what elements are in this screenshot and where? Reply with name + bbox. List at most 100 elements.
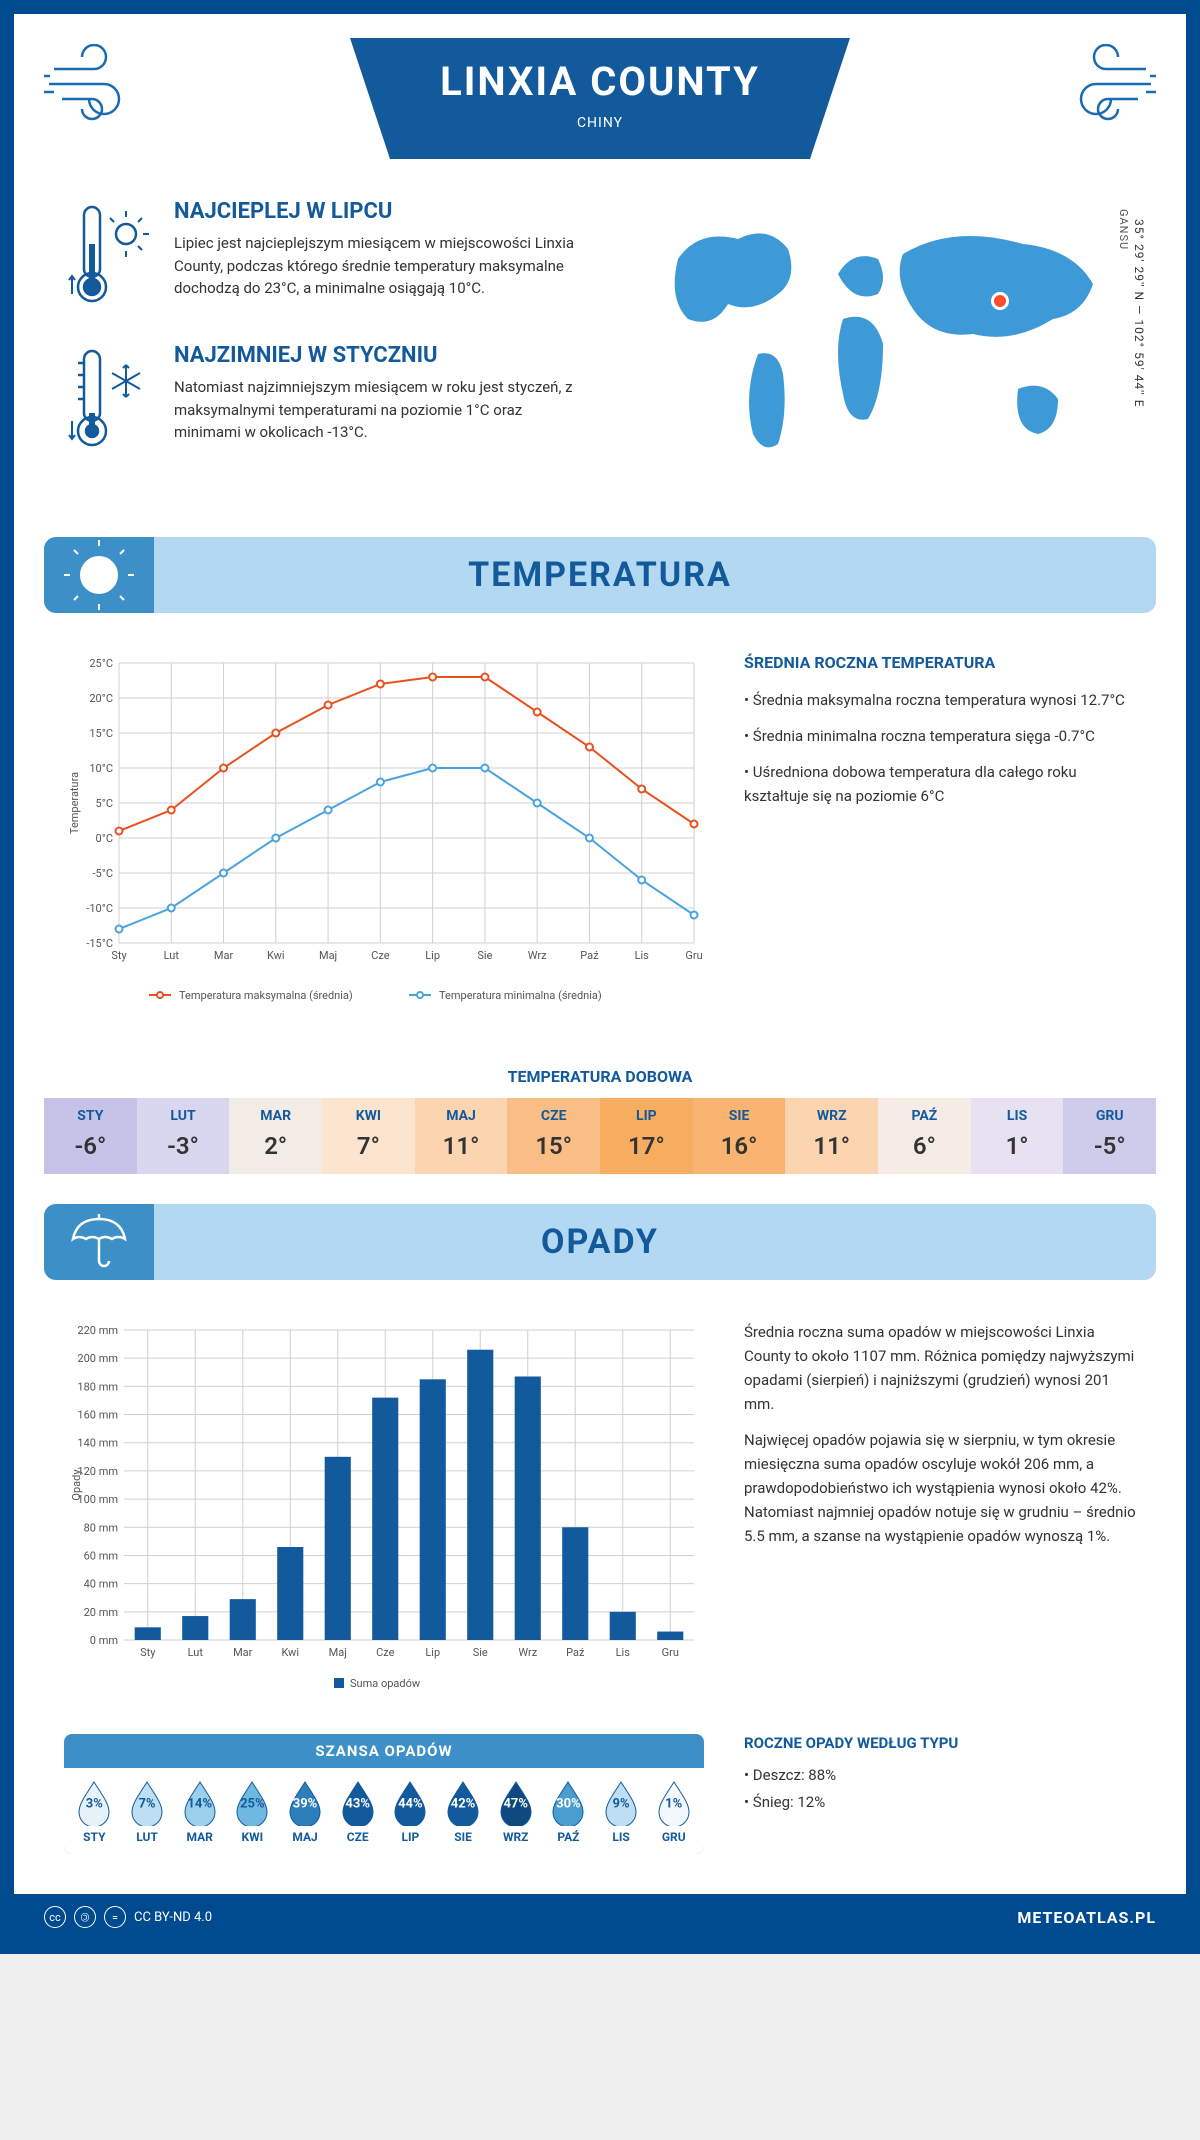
chance-month: STY <box>68 1830 121 1844</box>
cc-icon: cc <box>44 1906 66 1928</box>
by-icon: 🄯 <box>74 1906 96 1928</box>
title-banner: LINXIA COUNTY CHINY <box>350 38 850 159</box>
temp-bullet: Średnia maksymalna roczna temperatura wy… <box>744 688 1136 712</box>
chance-pct: 14% <box>187 1797 212 1812</box>
chance-month: WRZ <box>489 1830 542 1844</box>
svg-text:Sie: Sie <box>473 1646 488 1659</box>
svg-text:Lip: Lip <box>425 949 440 962</box>
coordinates-label: 35° 29' 29'' N — 102° 59' 44'' E <box>1132 219 1146 408</box>
chance-pct: 3% <box>86 1797 103 1812</box>
daily-value: -3° <box>137 1132 230 1160</box>
temperature-summary: ŚREDNIA ROCZNA TEMPERATURA Średnia maksy… <box>744 653 1136 1017</box>
temp-bullet: Uśredniona dobowa temperatura dla całego… <box>744 760 1136 808</box>
svg-text:20 mm: 20 mm <box>84 1606 118 1619</box>
map-block: GANSU 35° 29' 29'' N — 102° 59' 44'' E <box>620 199 1136 487</box>
precipitation-chart: 0 mm20 mm40 mm60 mm80 mm100 mm120 mm140 … <box>64 1320 704 1704</box>
svg-text:Lis: Lis <box>635 949 650 962</box>
svg-text:-5°C: -5°C <box>93 867 114 880</box>
daily-value: 17° <box>600 1132 693 1160</box>
svg-text:Wrz: Wrz <box>518 1646 537 1659</box>
svg-text:Temperatura: Temperatura <box>68 772 81 834</box>
temperature-section-header: TEMPERATURA <box>44 537 1156 613</box>
daily-value: 15° <box>507 1132 600 1160</box>
daily-month: PAŹ <box>878 1108 971 1124</box>
daily-value: 7° <box>322 1132 415 1160</box>
temp-bullet: Średnia minimalna roczna temperatura się… <box>744 724 1136 748</box>
chance-cell: 42% SIE <box>437 1778 490 1844</box>
svg-text:Wrz: Wrz <box>528 949 547 962</box>
daily-month: LIS <box>971 1108 1064 1124</box>
precipitation-title: OPADY <box>74 1222 1126 1262</box>
daily-month: SIE <box>693 1108 786 1124</box>
precipitation-summary: Średnia roczna suma opadów w miejscowośc… <box>744 1320 1136 1704</box>
svg-text:Mar: Mar <box>214 949 234 962</box>
svg-text:40 mm: 40 mm <box>84 1578 118 1591</box>
svg-text:120 mm: 120 mm <box>77 1465 118 1478</box>
daily-temp-cell: LUT -3° <box>137 1098 230 1174</box>
raindrop-icon: 30% <box>549 1778 587 1826</box>
daily-month: GRU <box>1063 1108 1156 1124</box>
footer-license: cc 🄯 = CC BY-ND 4.0 <box>44 1906 212 1928</box>
svg-text:Maj: Maj <box>329 1646 347 1659</box>
temperature-title: TEMPERATURA <box>74 555 1126 595</box>
svg-text:Suma opadów: Suma opadów <box>350 1677 421 1690</box>
svg-text:Cze: Cze <box>371 949 390 962</box>
chance-cell: 47% WRZ <box>489 1778 542 1844</box>
chance-month: CZE <box>331 1830 384 1844</box>
chance-pct: 9% <box>613 1797 630 1812</box>
svg-text:Paź: Paź <box>566 1646 585 1659</box>
daily-temp-cell: MAR 2° <box>229 1098 322 1174</box>
svg-text:60 mm: 60 mm <box>84 1549 118 1562</box>
daily-temp-cell: MAJ11° <box>415 1098 508 1174</box>
header: LINXIA COUNTY CHINY <box>14 14 1186 159</box>
daily-month: MAR <box>229 1108 322 1124</box>
wind-swirl-icon <box>1036 44 1156 128</box>
svg-text:-15°C: -15°C <box>86 937 113 950</box>
umbrella-icon <box>44 1204 154 1280</box>
daily-temp-cell: SIE16° <box>693 1098 786 1174</box>
raindrop-icon: 39% <box>286 1778 324 1826</box>
daily-value: 2° <box>229 1132 322 1160</box>
daily-temp-cell: GRU-5° <box>1063 1098 1156 1174</box>
chance-month: KWI <box>226 1830 279 1844</box>
daily-value: 6° <box>878 1132 971 1160</box>
chance-cell: 43% CZE <box>331 1778 384 1844</box>
sun-icon <box>44 537 154 613</box>
daily-temp-title: TEMPERATURA DOBOWA <box>14 1067 1186 1086</box>
raindrop-icon: 9% <box>602 1778 640 1826</box>
site-name: METEOATLAS.PL <box>1017 1908 1156 1927</box>
svg-text:80 mm: 80 mm <box>84 1521 118 1534</box>
thermometer-snow-icon <box>64 343 154 457</box>
daily-month: KWI <box>322 1108 415 1124</box>
svg-text:Lut: Lut <box>188 1646 204 1659</box>
chance-cell: 44% LIP <box>384 1778 437 1844</box>
svg-text:10°C: 10°C <box>89 762 113 775</box>
svg-text:180 mm: 180 mm <box>77 1380 118 1393</box>
svg-text:Lis: Lis <box>616 1646 631 1659</box>
warmest-text: NAJCIEPLEJ W LIPCU Lipiec jest najcieple… <box>174 199 580 313</box>
svg-text:0 mm: 0 mm <box>90 1634 118 1647</box>
warmest-block: NAJCIEPLEJ W LIPCU Lipiec jest najcieple… <box>64 199 580 313</box>
precip-type-item: Deszcz: 88% <box>744 1762 1136 1789</box>
coldest-text: NAJZIMNIEJ W STYCZNIU Natomiast najzimni… <box>174 343 580 457</box>
intro-section: NAJCIEPLEJ W LIPCU Lipiec jest najcieple… <box>14 159 1186 517</box>
chance-pct: 42% <box>451 1797 476 1812</box>
daily-value: 11° <box>415 1132 508 1160</box>
chance-cell: 9% LIS <box>595 1778 648 1844</box>
chance-pct: 47% <box>503 1797 528 1812</box>
raindrop-icon: 3% <box>75 1778 113 1826</box>
precip-by-type: ROCZNE OPADY WEDŁUG TYPU Deszcz: 88%Śnie… <box>744 1734 1136 1816</box>
daily-month: LUT <box>137 1108 230 1124</box>
daily-temp-cell: CZE15° <box>507 1098 600 1174</box>
svg-text:Temperatura maksymalna (średni: Temperatura maksymalna (średnia) <box>179 989 353 1002</box>
chance-pct: 1% <box>665 1797 682 1812</box>
daily-temp-strip: STY-6°LUT-3°MAR2°KWI7°MAJ11°CZE15°LIP17°… <box>44 1098 1156 1174</box>
coldest-title: NAJZIMNIEJ W STYCZNIU <box>174 343 580 368</box>
daily-temp-cell: WRZ11° <box>785 1098 878 1174</box>
svg-text:-10°C: -10°C <box>86 902 113 915</box>
svg-text:220 mm: 220 mm <box>77 1324 118 1337</box>
page-title: LINXIA COUNTY <box>430 58 770 105</box>
daily-temp-cell: KWI 7° <box>322 1098 415 1174</box>
chance-cell: 7% LUT <box>121 1778 174 1844</box>
precip-summary-p1: Średnia roczna suma opadów w miejscowośc… <box>744 1320 1136 1416</box>
